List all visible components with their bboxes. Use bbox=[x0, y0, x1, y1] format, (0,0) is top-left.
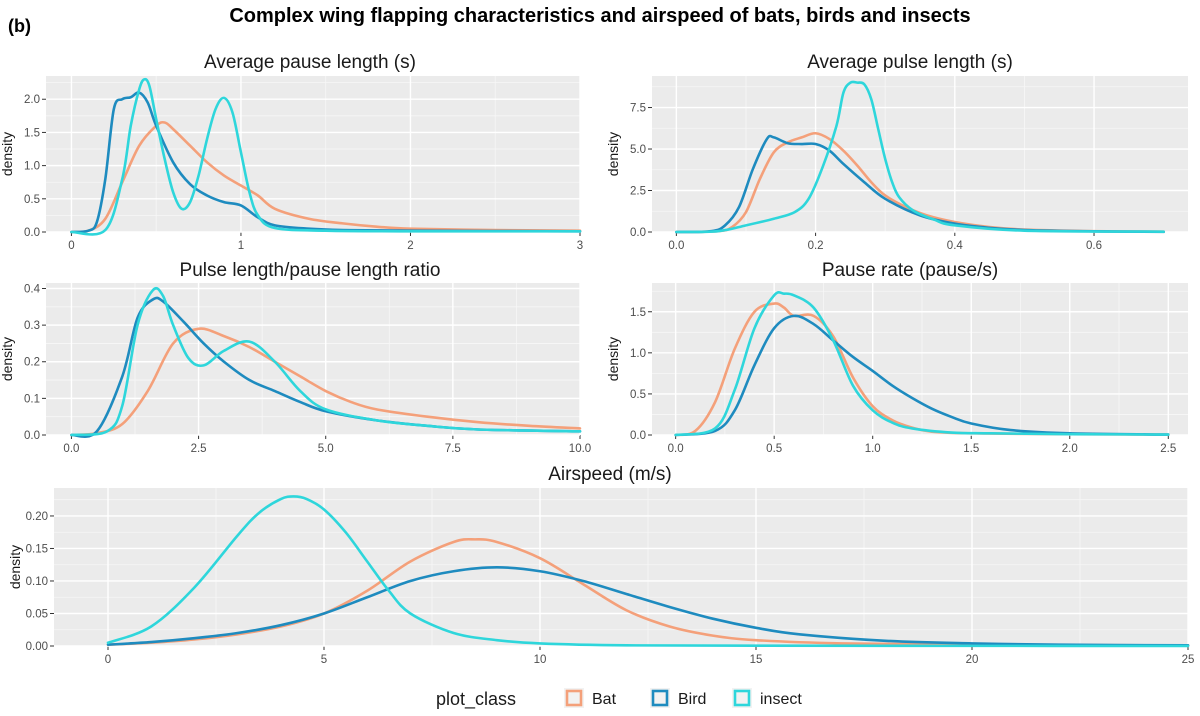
legend-swatch-insect bbox=[733, 689, 751, 707]
y-tick-label: 1.0 bbox=[24, 161, 40, 173]
x-tick-label: 0.6 bbox=[1086, 240, 1102, 252]
legend: plot_class Bat Bird insect bbox=[436, 688, 802, 710]
y-tick-label: 0.4 bbox=[24, 283, 41, 295]
series-line-insect bbox=[106, 495, 1190, 648]
x-tick-label: 0.2 bbox=[808, 240, 824, 252]
x-tick-label: 0.0 bbox=[63, 443, 79, 455]
panel-average-pause-length: Average pause length (s) 0 1 2 3 0.0 0.5 1.0 1.5… bbox=[0, 52, 583, 252]
x-tick-label: 5.0 bbox=[318, 443, 334, 455]
x-tick-label: 2.5 bbox=[1160, 443, 1176, 455]
plot-background bbox=[652, 283, 1188, 435]
x-tick-label: 2.0 bbox=[1062, 443, 1078, 455]
series-line-bat bbox=[106, 537, 1190, 647]
y-tick-label: 0.0 bbox=[24, 430, 40, 442]
y-tick-label: 0.0 bbox=[24, 227, 40, 239]
x-tick-label: 1.5 bbox=[963, 443, 979, 455]
plot-background bbox=[652, 76, 1188, 232]
series-line-insect bbox=[70, 77, 582, 236]
panel-title: Pause rate (pause/s) bbox=[822, 260, 998, 281]
y-tick-label: 0.15 bbox=[26, 543, 48, 555]
x-tick-label: 1.0 bbox=[865, 443, 881, 455]
y-tick-label: 0.20 bbox=[26, 511, 48, 523]
x-tick-label: 2 bbox=[407, 240, 413, 252]
x-tick-label: 1 bbox=[238, 240, 244, 252]
panel-title: Average pulse length (s) bbox=[807, 52, 1013, 73]
x-tick-label: 0.5 bbox=[766, 443, 782, 455]
panel-title: Airspeed (m/s) bbox=[548, 464, 672, 485]
legend-swatch-bat bbox=[565, 689, 583, 707]
panel-average-pulse-length: Average pulse length (s) 0.0 0.2 0.4 0.6 0.0 2… bbox=[605, 52, 1188, 252]
x-tick-label: 2.5 bbox=[191, 443, 207, 455]
x-tick-label: 10 bbox=[534, 654, 547, 666]
y-tick-label: 0.0 bbox=[630, 227, 646, 239]
legend-label-bat: Bat bbox=[592, 691, 617, 708]
y-tick-label: 7.5 bbox=[630, 103, 646, 115]
legend-title: plot_class bbox=[436, 689, 516, 710]
x-tick-label: 0.0 bbox=[668, 443, 684, 455]
plot-background bbox=[54, 488, 1188, 646]
figure-title: Complex wing flapping characteristics an… bbox=[229, 5, 970, 27]
series-line-insect bbox=[675, 80, 1165, 234]
y-tick-label: 2.0 bbox=[24, 94, 40, 106]
x-tick-label: 0 bbox=[68, 240, 74, 252]
x-tick-label: 15 bbox=[750, 654, 763, 666]
y-tick-label: 1.5 bbox=[630, 307, 646, 319]
x-tick-label: 0.0 bbox=[668, 240, 684, 252]
series-line-bat bbox=[70, 120, 582, 234]
y-tick-label: 0.5 bbox=[24, 194, 40, 206]
y-tick-label: 0.05 bbox=[26, 608, 48, 620]
y-tick-label: 0.2 bbox=[24, 357, 40, 369]
y-tick-label: 0.10 bbox=[26, 576, 48, 588]
x-tick-label: 20 bbox=[966, 654, 979, 666]
y-tick-label: 5.0 bbox=[630, 144, 646, 156]
y-axis-label: density bbox=[605, 132, 621, 176]
y-axis-label: density bbox=[605, 337, 621, 381]
panel-airspeed: Airspeed (m/s) 0 5 10 15 20 25 0.00 0.05 0.10 0.15… bbox=[7, 464, 1194, 666]
series-line-insect bbox=[674, 290, 1170, 437]
y-axis-label: density bbox=[0, 337, 15, 381]
x-tick-label: 5 bbox=[321, 654, 327, 666]
y-tick-label: 0.3 bbox=[24, 320, 40, 332]
x-tick-label: 0.4 bbox=[947, 240, 964, 252]
y-tick-label: 1.5 bbox=[24, 127, 40, 139]
panel-label: (b) bbox=[8, 16, 31, 36]
y-tick-label: 0.00 bbox=[26, 641, 48, 653]
legend-swatch-bird bbox=[651, 689, 669, 707]
x-tick-label: 0 bbox=[105, 654, 111, 666]
legend-label-bird: Bird bbox=[678, 691, 706, 708]
series-line-bird bbox=[70, 91, 582, 234]
panel-pause-rate: Pause rate (pause/s) 0.0 0.5 1.0 1.5 2.0 2.5 0.… bbox=[605, 260, 1188, 455]
series-line-bird bbox=[674, 314, 1170, 437]
panel-title: Pulse length/pause length ratio bbox=[180, 260, 441, 281]
series-line-insect bbox=[70, 287, 582, 437]
y-tick-label: 2.5 bbox=[630, 186, 646, 198]
x-tick-label: 7.5 bbox=[445, 443, 461, 455]
y-tick-label: 1.0 bbox=[630, 348, 646, 360]
legend-label-insect: insect bbox=[760, 691, 802, 708]
y-axis-label: density bbox=[0, 132, 15, 176]
y-tick-label: 0.1 bbox=[24, 393, 40, 405]
y-tick-label: 0.5 bbox=[630, 389, 646, 401]
series-line-bird bbox=[106, 566, 1190, 647]
panel-title: Average pause length (s) bbox=[204, 52, 416, 73]
x-tick-label: 3 bbox=[577, 240, 583, 252]
panel-pulse-pause-ratio: Pulse length/pause length ratio 0.0 2.5 5.0… bbox=[0, 260, 591, 455]
y-axis-label: density bbox=[7, 545, 23, 589]
x-tick-label: 25 bbox=[1182, 654, 1195, 666]
y-tick-label: 0.0 bbox=[630, 430, 646, 442]
x-tick-label: 10.0 bbox=[569, 443, 591, 455]
